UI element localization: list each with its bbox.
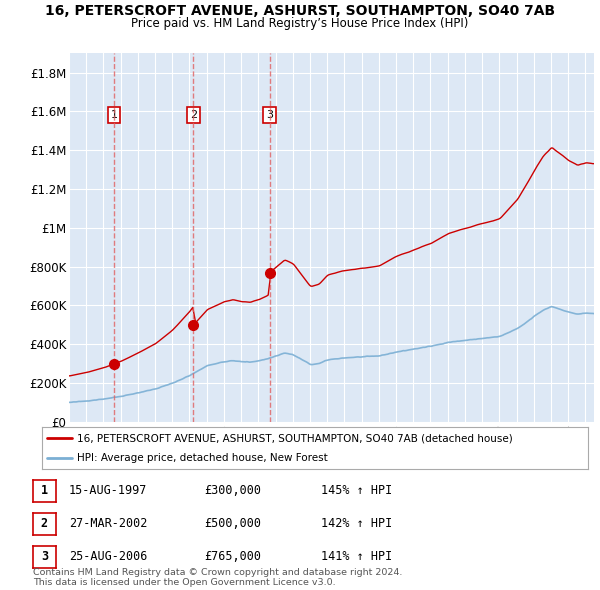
Text: 2: 2 <box>190 110 197 120</box>
Text: £300,000: £300,000 <box>204 484 261 497</box>
Text: 142% ↑ HPI: 142% ↑ HPI <box>321 517 392 530</box>
Text: 1: 1 <box>41 484 48 497</box>
Text: 25-AUG-2006: 25-AUG-2006 <box>69 550 148 563</box>
Text: £500,000: £500,000 <box>204 517 261 530</box>
Text: Contains HM Land Registry data © Crown copyright and database right 2024.: Contains HM Land Registry data © Crown c… <box>33 568 403 577</box>
Text: 141% ↑ HPI: 141% ↑ HPI <box>321 550 392 563</box>
Text: 15-AUG-1997: 15-AUG-1997 <box>69 484 148 497</box>
Text: £765,000: £765,000 <box>204 550 261 563</box>
Text: This data is licensed under the Open Government Licence v3.0.: This data is licensed under the Open Gov… <box>33 578 335 587</box>
Text: HPI: Average price, detached house, New Forest: HPI: Average price, detached house, New … <box>77 453 328 463</box>
Text: 27-MAR-2002: 27-MAR-2002 <box>69 517 148 530</box>
Text: 3: 3 <box>266 110 273 120</box>
Text: 3: 3 <box>41 550 48 563</box>
Text: 16, PETERSCROFT AVENUE, ASHURST, SOUTHAMPTON, SO40 7AB (detached house): 16, PETERSCROFT AVENUE, ASHURST, SOUTHAM… <box>77 433 513 443</box>
Text: Price paid vs. HM Land Registry’s House Price Index (HPI): Price paid vs. HM Land Registry’s House … <box>131 17 469 30</box>
Text: 145% ↑ HPI: 145% ↑ HPI <box>321 484 392 497</box>
Text: 16, PETERSCROFT AVENUE, ASHURST, SOUTHAMPTON, SO40 7AB: 16, PETERSCROFT AVENUE, ASHURST, SOUTHAM… <box>45 4 555 18</box>
Text: 1: 1 <box>110 110 118 120</box>
Text: 2: 2 <box>41 517 48 530</box>
